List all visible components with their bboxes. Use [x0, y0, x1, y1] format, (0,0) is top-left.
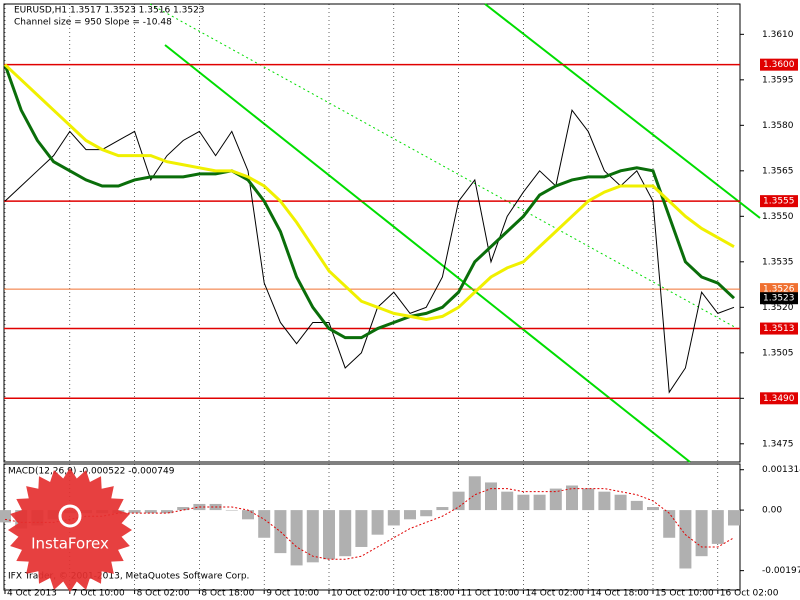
y-tick-label: 1.3610 — [762, 30, 794, 40]
chart-subtitle: Channel size = 950 Slope = -10.48 — [14, 18, 172, 28]
macd-bar — [387, 510, 400, 526]
channel-line — [164, 44, 691, 463]
macd-bar — [630, 500, 643, 511]
level-tag — [760, 58, 798, 71]
macd-bar — [566, 485, 578, 511]
macd-bar — [663, 510, 676, 538]
price-tag — [760, 292, 798, 305]
macd-bar — [371, 510, 384, 535]
chart-title: EURUSD,H1 1.3517 1.3523 1.3516 1.3523 — [14, 6, 205, 16]
level-tag — [760, 283, 798, 296]
level-label: 1.3490 — [763, 394, 795, 404]
macd-bar — [533, 494, 546, 511]
macd-bar — [711, 510, 724, 544]
x-tick-label: 10 Oct 02:00 — [331, 589, 390, 599]
x-tick-label: 4 Oct 2013 — [7, 589, 57, 599]
macd-bar — [242, 510, 254, 520]
macd-bar — [306, 510, 319, 563]
macd-bar — [452, 491, 465, 511]
series-line — [4, 108, 735, 394]
macd-bar — [598, 491, 611, 511]
macd-bar — [258, 510, 271, 538]
macd-bar — [695, 510, 708, 557]
macd-bar — [0, 510, 11, 523]
macd-bar — [144, 510, 157, 514]
level-label: 1.3526 — [763, 285, 795, 295]
x-tick-label: 8 Oct 02:00 — [137, 589, 190, 599]
price-label: 1.3523 — [763, 294, 795, 304]
macd-bar — [679, 510, 692, 569]
level-label: 1.3513 — [763, 324, 795, 334]
channel-midline — [149, 3, 741, 331]
main-panel — [3, 3, 741, 463]
x-tick-label: 11 Oct 10:00 — [461, 589, 520, 599]
macd-bar — [355, 510, 368, 547]
x-tick-label: 14 Oct 18:00 — [590, 589, 649, 599]
x-tick-label: 15 Oct 10:00 — [655, 589, 714, 599]
series-line — [3, 63, 735, 321]
series-line — [3, 64, 736, 340]
macd-bar — [420, 510, 433, 517]
level-label: 1.3555 — [763, 197, 795, 207]
y-tick-label: 0.001314 — [762, 465, 800, 475]
y-tick-label: -0.00197 — [762, 566, 800, 576]
macd-bar — [549, 488, 562, 511]
macd-bar — [485, 482, 497, 511]
macd-bar — [225, 510, 238, 511]
y-tick-label: 1.3520 — [762, 303, 794, 313]
macd-bar — [323, 510, 335, 560]
macd-bar — [436, 507, 449, 511]
macd-bar — [339, 510, 352, 557]
macd-bar — [161, 510, 173, 514]
level-tag — [760, 392, 798, 405]
x-tick-label: 7 Oct 10:00 — [72, 589, 125, 599]
x-tick-label: 16 Oct 02:00 — [720, 589, 779, 599]
logo-badge — [8, 468, 132, 592]
x-tick-label: 8 Oct 18:00 — [201, 589, 254, 599]
x-tick-label: 10 Oct 18:00 — [396, 589, 455, 599]
macd-bar — [177, 507, 190, 511]
level-tag — [760, 195, 798, 208]
macd-bar — [404, 510, 416, 520]
macd-bar — [128, 510, 141, 514]
y-tick-label: 0.00 — [762, 506, 782, 516]
macd-bar — [614, 494, 627, 511]
y-tick-label: 1.3475 — [762, 439, 794, 449]
channel-line — [484, 3, 761, 219]
y-tick-label: 1.3550 — [762, 212, 794, 222]
logo-text: InstaForex — [31, 535, 109, 553]
y-tick-label: 1.3565 — [762, 166, 794, 176]
macd-bar — [501, 491, 514, 511]
x-tick-label: 9 Oct 10:00 — [266, 589, 319, 599]
level-label: 1.3600 — [763, 60, 795, 70]
logo-icon — [58, 504, 82, 528]
macd-bar — [517, 494, 530, 511]
y-tick-label: 1.3505 — [762, 348, 794, 358]
macd-bar — [582, 488, 595, 511]
macd-bar — [728, 510, 740, 526]
x-tick-label: 14 Oct 02:00 — [525, 589, 584, 599]
level-tag — [760, 322, 798, 335]
macd-bar — [290, 510, 303, 566]
macd-bar — [274, 510, 287, 554]
macd-title: MACD(12,26,9) -0.000522 -0.000749 — [8, 467, 175, 477]
y-tick-label: 1.3580 — [762, 121, 794, 131]
y-tick-label: 1.3535 — [762, 257, 794, 267]
y-tick-label: 1.3595 — [762, 75, 794, 85]
footer: IFX Trader, © 2001-2013, MetaQuotes Soft… — [8, 572, 249, 582]
macd-bar — [468, 476, 481, 511]
macd-bar — [647, 507, 659, 511]
